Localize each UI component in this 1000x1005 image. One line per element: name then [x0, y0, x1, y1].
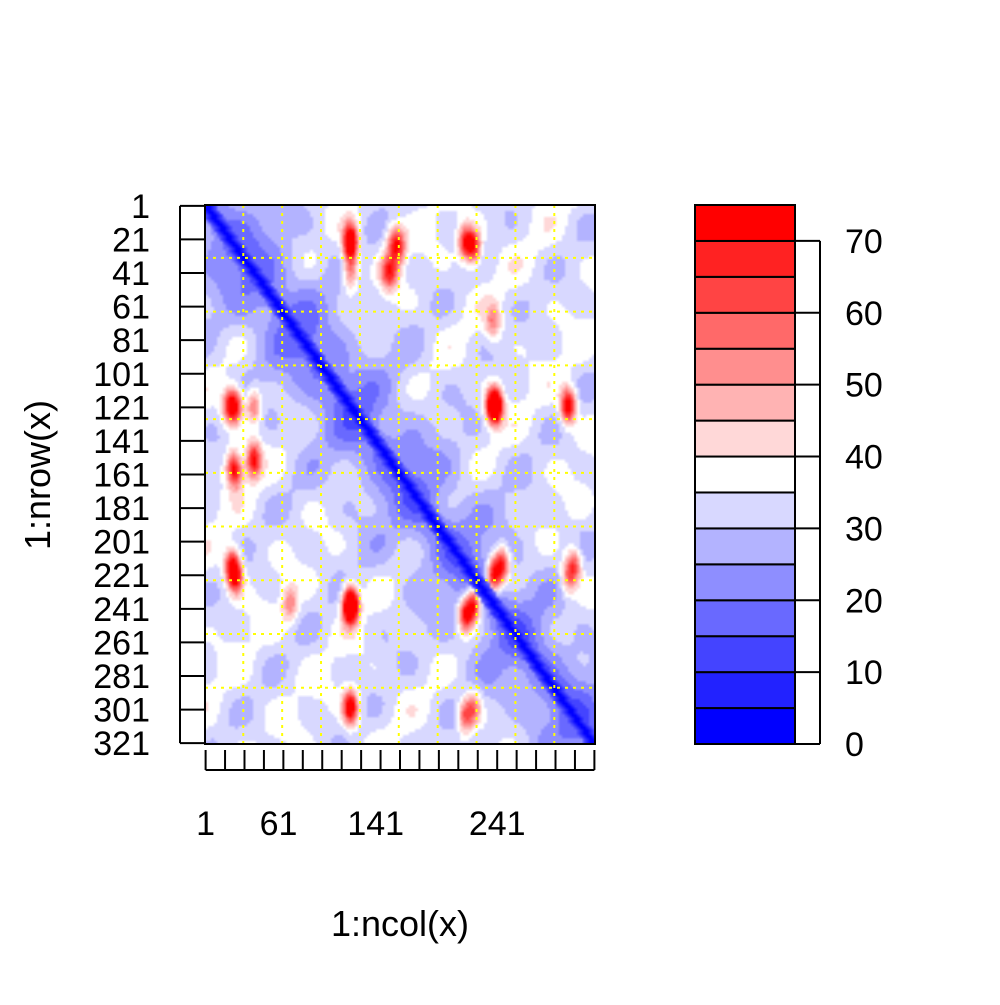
color-legend-tick-label: 60	[845, 295, 883, 333]
y-tick-label: 321	[93, 725, 150, 763]
y-tick-label: 41	[112, 255, 150, 293]
color-legend-swatch	[694, 563, 796, 602]
color-legend-swatch	[694, 204, 796, 242]
color-legend-tick-label: 10	[845, 654, 883, 692]
color-legend-tick-label: 50	[845, 367, 883, 405]
x-tick-label: 1	[196, 805, 215, 843]
y-tick-label: 161	[93, 457, 150, 495]
y-tick-label: 261	[93, 624, 150, 662]
y-axis: 1214161811011211411611812012212412612813…	[93, 188, 205, 763]
y-tick-label: 81	[112, 322, 150, 360]
y-tick-label: 121	[93, 389, 150, 427]
y-tick-label: 201	[93, 524, 150, 562]
color-legend-swatch	[694, 347, 796, 386]
color-legend-swatch	[694, 527, 796, 566]
guide-lines	[205, 205, 595, 744]
color-legend-swatch	[694, 275, 796, 314]
y-tick-label: 101	[93, 356, 150, 394]
color-legend-tick-label: 70	[845, 223, 883, 261]
color-legend-swatch	[694, 707, 796, 745]
color-legend-swatch	[694, 635, 796, 674]
heatmap-plot-area	[205, 205, 595, 744]
y-tick-label: 181	[93, 490, 150, 528]
color-legend-swatch	[694, 455, 796, 494]
x-tick-label: 61	[260, 805, 298, 843]
color-legend-swatch	[694, 383, 796, 422]
color-legend-swatch	[694, 311, 796, 350]
x-axis-label: 1:ncol(x)	[331, 903, 469, 944]
heatmap-raster	[205, 205, 595, 744]
y-tick-label: 281	[93, 658, 150, 696]
color-legend-swatch	[694, 491, 796, 530]
x-axis: 1 61 141 241	[196, 750, 596, 843]
x-tick-label: 241	[469, 805, 526, 843]
y-tick-label: 21	[112, 221, 150, 259]
y-tick-label: 221	[93, 557, 150, 595]
color-legend-swatch	[694, 239, 796, 278]
y-tick-label: 61	[112, 289, 150, 327]
y-tick-label: 141	[93, 423, 150, 461]
color-legend-tick-label: 0	[845, 726, 864, 764]
color-legend-tick-label: 40	[845, 439, 883, 477]
y-tick-label: 241	[93, 591, 150, 629]
y-tick-label: 1	[131, 188, 150, 226]
color-legend-tick-label: 30	[845, 510, 883, 548]
y-axis-label: 1:nrow(x)	[17, 400, 58, 550]
color-legend: 0 10 20 30 40 50 60 70	[694, 204, 883, 764]
color-legend-swatch	[694, 671, 796, 710]
color-legend-tick-label: 20	[845, 582, 883, 620]
color-legend-swatch	[694, 419, 796, 458]
x-tick-label: 141	[347, 805, 404, 843]
color-legend-swatch	[694, 599, 796, 638]
y-tick-label: 301	[93, 692, 150, 730]
